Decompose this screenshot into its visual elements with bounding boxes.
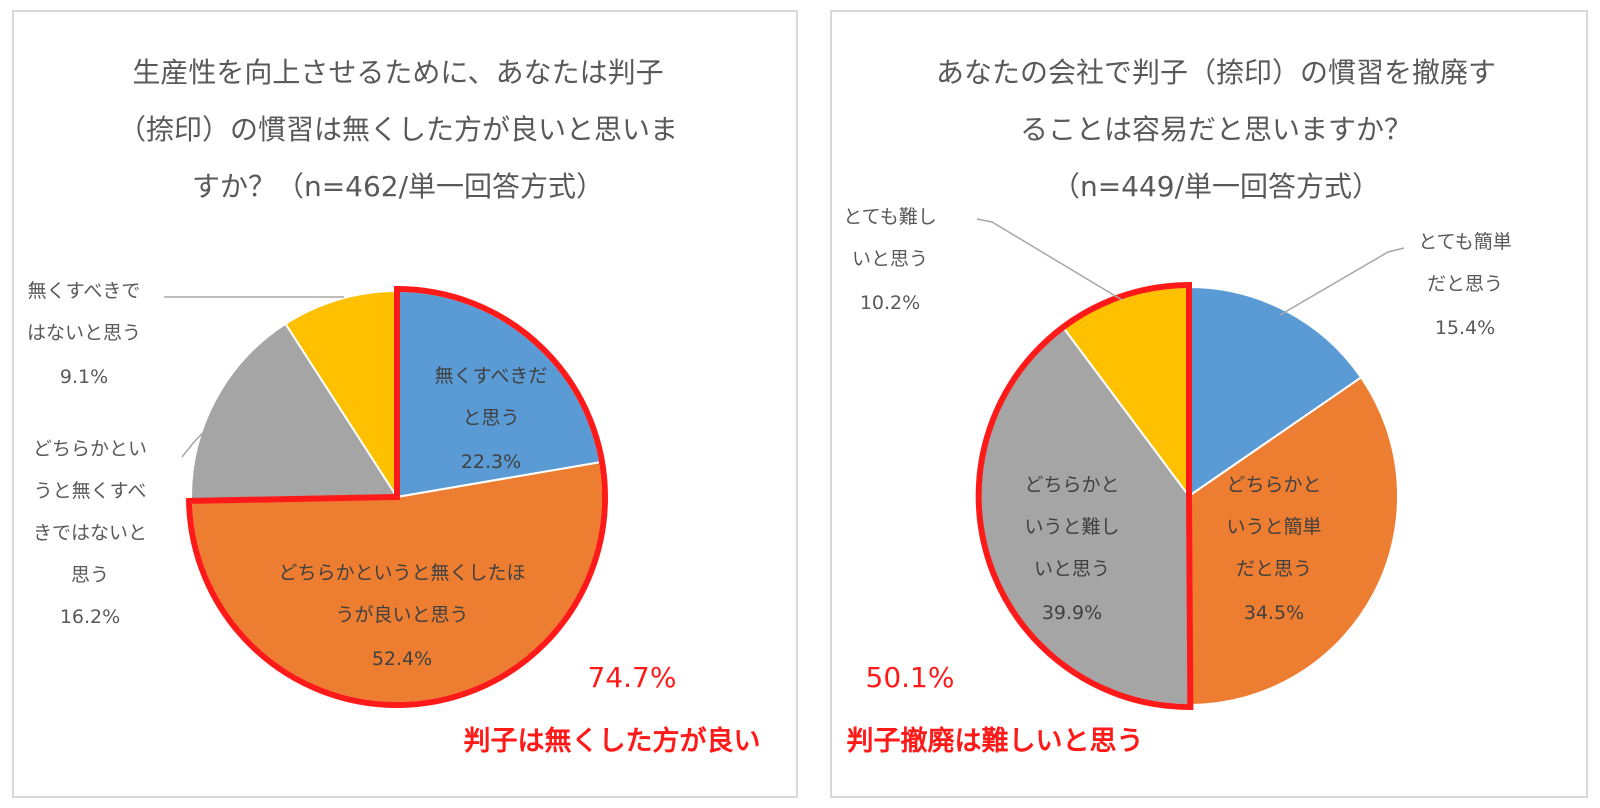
pie-slice [1187,376,1399,707]
slice-label: どちらかと [1226,474,1321,496]
slice-label: いうと難し [1024,516,1119,538]
slice-label: 思う [71,564,109,586]
highlight-caption: 判子撤廃は難しいと思う [847,725,1144,757]
chart-title-line: あなたの会社で判子（捺印）の慣習を撤廃す [936,56,1496,89]
pie-slices [190,289,605,705]
left-chart-panel: 生産性を向上させるために、あなたは判子 （捺印）の慣習は無くした方が良いと思いま… [12,10,798,798]
highlight-total: 74.7% [588,661,677,694]
slice-value-label: 34.5% [1244,602,1304,624]
slice-label: と思う [462,407,519,429]
slice-label: とても簡単 [1418,231,1511,253]
slice-label: いと思う [1034,558,1110,580]
slice-label: 無くすべきで [28,280,141,302]
highlight-outline [975,281,1194,711]
slice-label: どちらかとい [33,438,147,460]
slice-label: だと思う [1427,273,1503,295]
right-chart-panel: あなたの会社で判子（捺印）の慣習を撤廃す ることは容易だと思いますか？ （n=4… [830,10,1588,798]
slice-label: どちらかというと無くしたほ [278,562,525,584]
slice-value-label: 39.9% [1042,602,1102,624]
chart-title-line: すか？（n=462/単一回答方式） [192,170,604,203]
leader-line [181,361,273,458]
slice-value-label: 22.3% [461,451,521,473]
slice-value-label: 10.2% [860,292,920,314]
chart-title-line: （捺印）の慣習は無くした方が良いと思いま [118,113,678,146]
highlight-total: 50.1% [866,661,955,694]
leader-line [976,218,1123,301]
slice-label: 無くすべきだ [435,365,548,387]
chart-title-line: （n=449/単一回答方式） [1052,170,1380,203]
slice-label: とても難し [843,206,936,228]
pie-slice [190,322,399,502]
slice-label: どちらかと [1024,474,1119,496]
highlight-outline [185,285,608,708]
slice-label: うが良いと思う [335,604,468,626]
slice-label: いと思う [852,248,928,270]
pie-slices [979,285,1399,707]
chart-title-line: ることは容易だと思いますか？ [1020,113,1412,146]
pie-slice [284,289,398,501]
chart-title-line: 生産性を向上させるために、あなたは判子 [132,56,663,89]
slice-label: はないと思う [27,322,141,344]
slice-label: いうと簡単 [1226,516,1321,538]
right-pie-chart: あなたの会社で判子（捺印）の慣習を撤廃す ることは容易だと思いますか？ （n=4… [843,56,1511,757]
slice-label: きではないと [33,522,147,544]
slice-label: だと思う [1236,558,1312,580]
slice-label: うと無くすべ [34,480,147,502]
slice-value-label: 16.2% [60,606,120,628]
highlight-caption: 判子は無くした方が良い [464,725,761,757]
slice-value-label: 15.4% [1435,317,1495,339]
slice-value-label: 9.1% [60,366,108,388]
leader-line [1279,247,1405,316]
slice-value-label: 52.4% [372,648,432,670]
left-pie-chart: 生産性を向上させるために、あなたは判子 （捺印）の慣習は無くした方が良いと思いま… [27,56,761,757]
